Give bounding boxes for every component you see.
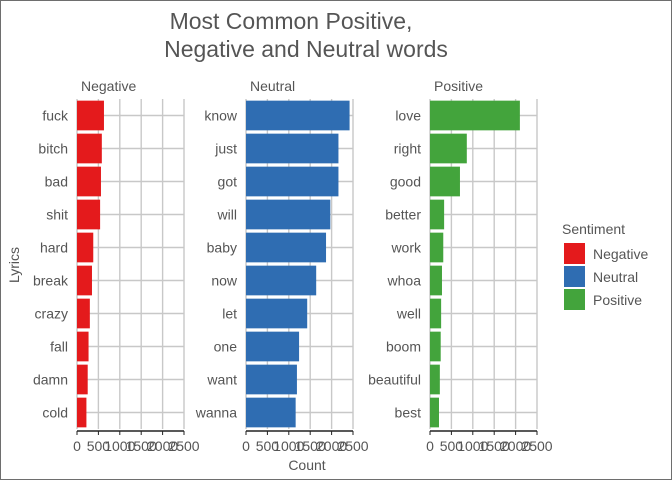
facet-neutral: Neutral know just got will baby now let one want w… bbox=[195, 78, 369, 454]
bar-now bbox=[246, 265, 317, 296]
x-tick-label: 2000 bbox=[316, 438, 347, 454]
category-label: damn bbox=[33, 372, 68, 388]
category-label: love bbox=[395, 108, 421, 124]
category-label: fuck bbox=[42, 108, 69, 124]
bar-shit bbox=[77, 199, 101, 230]
legend-label-negative: Negative bbox=[593, 246, 648, 262]
bar-good bbox=[430, 166, 460, 197]
category-label: best bbox=[395, 405, 422, 421]
bar-crazy bbox=[77, 298, 90, 329]
bar-hard bbox=[77, 232, 94, 263]
category-label: fall bbox=[50, 339, 68, 355]
bar-break bbox=[77, 265, 92, 296]
bar-just bbox=[246, 133, 339, 164]
bar-want bbox=[246, 364, 297, 395]
category-label: well bbox=[396, 306, 421, 322]
x-tick-label: 1000 bbox=[273, 438, 304, 454]
x-tick-label: 1500 bbox=[479, 438, 510, 454]
legend: Sentiment Negative Neutral Positive bbox=[562, 221, 648, 310]
category-label: beautiful bbox=[368, 372, 421, 388]
bar-whoa bbox=[430, 265, 442, 296]
x-tick-label: 0 bbox=[73, 438, 81, 454]
bar-boom bbox=[430, 331, 441, 362]
x-tick-label: 2500 bbox=[521, 438, 552, 454]
category-label: baby bbox=[207, 240, 237, 256]
bar-got bbox=[246, 166, 339, 197]
category-label: one bbox=[214, 339, 238, 355]
bar-will bbox=[246, 199, 331, 230]
x-tick-label: 1000 bbox=[104, 438, 135, 454]
bar-one bbox=[246, 331, 300, 362]
legend-label-neutral: Neutral bbox=[593, 269, 638, 285]
category-label: will bbox=[217, 207, 237, 223]
chart-title-line-2: Negative and Neutral words bbox=[164, 36, 448, 62]
bar-wanna bbox=[246, 397, 296, 428]
category-label: want bbox=[206, 372, 237, 388]
x-tick-label: 500 bbox=[87, 438, 111, 454]
x-tick-label: 1500 bbox=[126, 438, 157, 454]
category-label: shit bbox=[46, 207, 68, 223]
category-label: let bbox=[222, 306, 237, 322]
x-axis-label: Count bbox=[288, 457, 325, 473]
legend-key-negative bbox=[564, 243, 585, 264]
category-label: just bbox=[214, 141, 237, 157]
x-tick-label: 500 bbox=[440, 438, 464, 454]
facet-label: Positive bbox=[434, 78, 483, 94]
bar-baby bbox=[246, 232, 327, 263]
category-label: wanna bbox=[195, 405, 237, 421]
category-label: hard bbox=[40, 240, 68, 256]
x-tick-label: 0 bbox=[426, 438, 434, 454]
chart-title-line-1: Most Common Positive, bbox=[170, 8, 413, 34]
bar-bitch bbox=[77, 133, 102, 164]
x-tick-label: 2000 bbox=[147, 438, 178, 454]
bar-let bbox=[246, 298, 308, 329]
x-tick-label: 500 bbox=[256, 438, 280, 454]
category-label: bitch bbox=[38, 141, 68, 157]
category-label: whoa bbox=[387, 273, 422, 289]
bar-better bbox=[430, 199, 445, 230]
bar-fall bbox=[77, 331, 89, 362]
bar-best bbox=[430, 397, 439, 428]
bar-bad bbox=[77, 166, 101, 197]
legend-key-neutral bbox=[564, 266, 585, 287]
legend-label-positive: Positive bbox=[593, 292, 642, 308]
legend-title: Sentiment bbox=[562, 221, 625, 237]
category-label: right bbox=[394, 141, 421, 157]
facet-positive: Positive love right good better work whoa well b… bbox=[368, 78, 553, 454]
category-label: better bbox=[385, 207, 421, 223]
bar-damn bbox=[77, 364, 88, 395]
bar-fuck bbox=[77, 100, 104, 131]
x-tick-label: 1500 bbox=[295, 438, 326, 454]
bar-right bbox=[430, 133, 467, 164]
x-tick-label: 0 bbox=[242, 438, 250, 454]
category-label: boom bbox=[386, 339, 421, 355]
bar-know bbox=[246, 100, 350, 131]
x-tick-label: 1000 bbox=[457, 438, 488, 454]
bar-cold bbox=[77, 397, 87, 428]
facet-negative: Negative fuck bitch bad shit hard break crazy fa… bbox=[33, 78, 200, 454]
bar-well bbox=[430, 298, 442, 329]
category-label: good bbox=[390, 174, 421, 190]
category-label: bad bbox=[45, 174, 68, 190]
bar-work bbox=[430, 232, 444, 263]
category-label: crazy bbox=[35, 306, 68, 322]
x-tick-label: 2500 bbox=[337, 438, 368, 454]
category-label: now bbox=[211, 273, 238, 289]
legend-key-positive bbox=[564, 289, 585, 310]
category-label: work bbox=[390, 240, 422, 256]
category-label: cold bbox=[42, 405, 68, 421]
bar-love bbox=[430, 100, 520, 131]
facet-label: Neutral bbox=[250, 78, 295, 94]
category-label: got bbox=[218, 174, 238, 190]
bar-beautiful bbox=[430, 364, 440, 395]
category-label: know bbox=[204, 108, 238, 124]
facet-panels: Negative fuck bitch bad shit hard break crazy fa… bbox=[33, 78, 553, 454]
x-tick-label: 2500 bbox=[168, 438, 199, 454]
y-axis-label: Lyrics bbox=[6, 247, 22, 283]
category-label: break bbox=[33, 273, 69, 289]
x-tick-label: 2000 bbox=[500, 438, 531, 454]
facet-label: Negative bbox=[81, 78, 136, 94]
